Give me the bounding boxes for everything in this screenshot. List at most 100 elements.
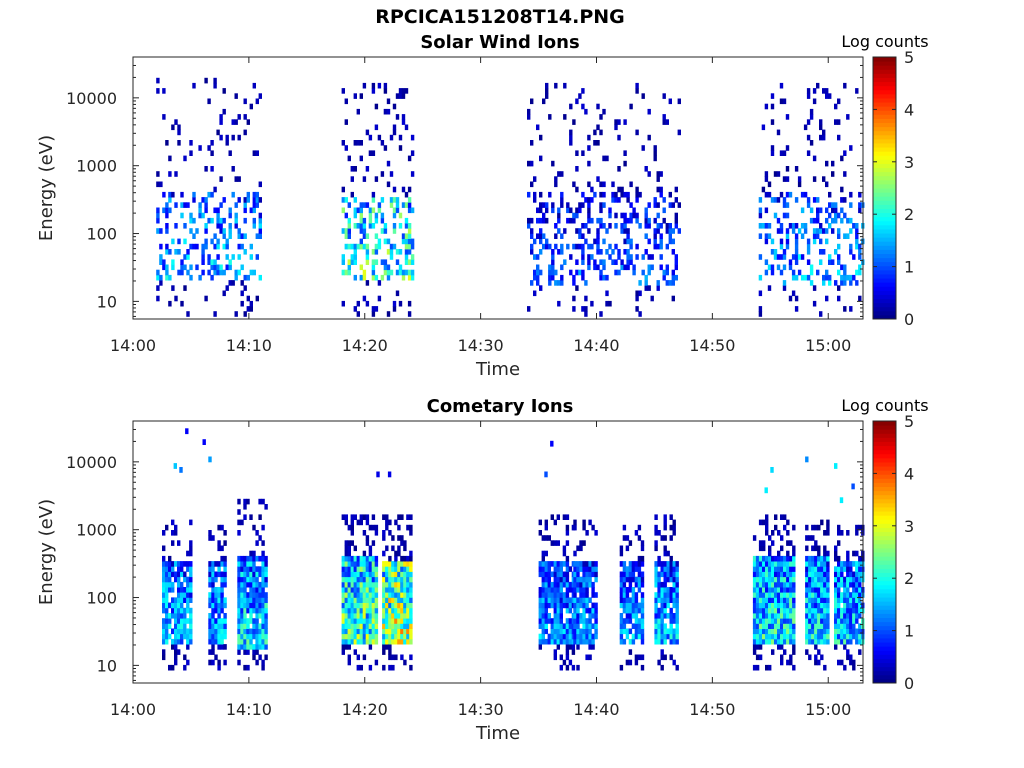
heatmap-cell <box>587 264 591 271</box>
heatmap-cell <box>368 217 373 224</box>
heatmap-cell <box>669 561 673 567</box>
heatmap-cell <box>530 160 534 167</box>
heatmap-cell <box>385 592 389 598</box>
heatmap-cell <box>400 623 404 629</box>
heatmap-cell <box>780 618 784 624</box>
heatmap-cell <box>834 566 838 572</box>
heatmap-cell <box>581 150 585 156</box>
heatmap-cell <box>846 654 850 661</box>
heatmap-cell <box>347 644 351 650</box>
heatmap-cell <box>576 628 580 635</box>
heatmap-cell <box>826 530 830 536</box>
heatmap-cell <box>855 638 859 645</box>
heatmap-cell <box>825 274 829 281</box>
heatmap-cell <box>243 597 247 603</box>
heatmap-cell <box>391 638 395 645</box>
heatmap-cell <box>657 592 661 598</box>
heatmap-cell <box>575 207 579 214</box>
heatmap-cell <box>794 238 799 245</box>
heatmap-cell <box>622 535 627 541</box>
heatmap-cell <box>213 259 217 265</box>
heatmap-cell <box>843 561 847 567</box>
heatmap-cell <box>672 524 676 531</box>
heatmap-cell <box>792 638 796 645</box>
heatmap-cell <box>783 514 787 520</box>
heatmap-cell <box>594 566 598 572</box>
heatmap-cell <box>774 623 778 629</box>
heatmap-cell <box>341 207 345 214</box>
heatmap-cell <box>177 269 181 276</box>
heatmap-cell <box>371 197 376 203</box>
heatmap-cell <box>858 191 862 198</box>
heatmap-cell <box>388 664 392 671</box>
heatmap-cell <box>855 238 859 245</box>
heatmap-cell <box>576 561 580 567</box>
heatmap-cell <box>356 597 360 603</box>
heatmap-cell <box>356 108 360 115</box>
heatmap-cell <box>234 119 238 125</box>
heatmap-cell <box>675 638 679 645</box>
colorbar-segment <box>873 605 896 610</box>
heatmap-cell <box>359 140 363 146</box>
heatmap-cell <box>617 166 621 172</box>
heatmap-cell <box>584 311 588 317</box>
heatmap-cell <box>789 618 793 624</box>
heatmap-cell <box>385 524 389 531</box>
heatmap-cell <box>551 264 555 271</box>
heatmap-cell <box>849 217 853 224</box>
heatmap-cell <box>602 191 606 198</box>
heatmap-cell <box>588 633 592 640</box>
heatmap-cell <box>599 269 603 276</box>
heatmap-cell <box>183 592 187 598</box>
heatmap-cell <box>255 602 259 609</box>
heatmap-cell <box>625 607 630 614</box>
heatmap-cell <box>669 587 673 593</box>
heatmap-cell <box>777 613 781 619</box>
heatmap-cell <box>582 581 586 588</box>
heatmap-cell <box>350 191 354 198</box>
colorbar-segment <box>873 196 896 201</box>
heatmap-cell <box>837 285 841 291</box>
heatmap-cell <box>410 171 415 177</box>
heatmap-cell <box>622 524 627 531</box>
heatmap-cell <box>849 592 853 598</box>
heatmap-cell <box>204 207 208 214</box>
heatmap-cell <box>237 623 241 629</box>
heatmap-cell <box>374 587 379 593</box>
heatmap-cell <box>846 649 850 655</box>
heatmap-cell <box>368 571 373 578</box>
heatmap-cell <box>359 633 363 640</box>
colorbar-segment <box>873 597 896 602</box>
heatmap-cell <box>252 150 256 156</box>
heatmap-cell <box>404 88 409 94</box>
heatmap-cell <box>547 602 551 609</box>
heatmap-cell <box>587 207 591 214</box>
heatmap-cell <box>780 638 784 645</box>
heatmap-cell <box>409 555 413 562</box>
heatmap-cell <box>640 623 645 629</box>
heatmap-cell <box>605 249 609 255</box>
colorbar-segment <box>873 560 896 565</box>
heatmap-cell <box>353 623 357 629</box>
heatmap-cell <box>359 587 363 593</box>
heatmap-cell <box>811 628 815 635</box>
heatmap-cell <box>177 633 181 640</box>
heatmap-cell <box>637 524 642 531</box>
heatmap-cell <box>846 618 850 624</box>
heatmap-cell <box>779 238 784 245</box>
heatmap-cell <box>762 587 766 593</box>
heatmap-cell <box>620 228 624 234</box>
heatmap-cell <box>806 88 811 94</box>
heatmap-cell <box>619 602 624 609</box>
heatmap-cell <box>852 613 856 619</box>
heatmap-cell <box>554 82 558 89</box>
heatmap-cell <box>675 592 679 598</box>
heatmap-cell <box>602 274 606 281</box>
heatmap-cell <box>811 638 815 645</box>
heatmap-cell <box>171 581 175 588</box>
heatmap-cell <box>365 166 370 172</box>
heatmap-cell <box>828 259 832 265</box>
heatmap-cell <box>671 280 675 286</box>
heatmap-cell <box>806 202 811 208</box>
